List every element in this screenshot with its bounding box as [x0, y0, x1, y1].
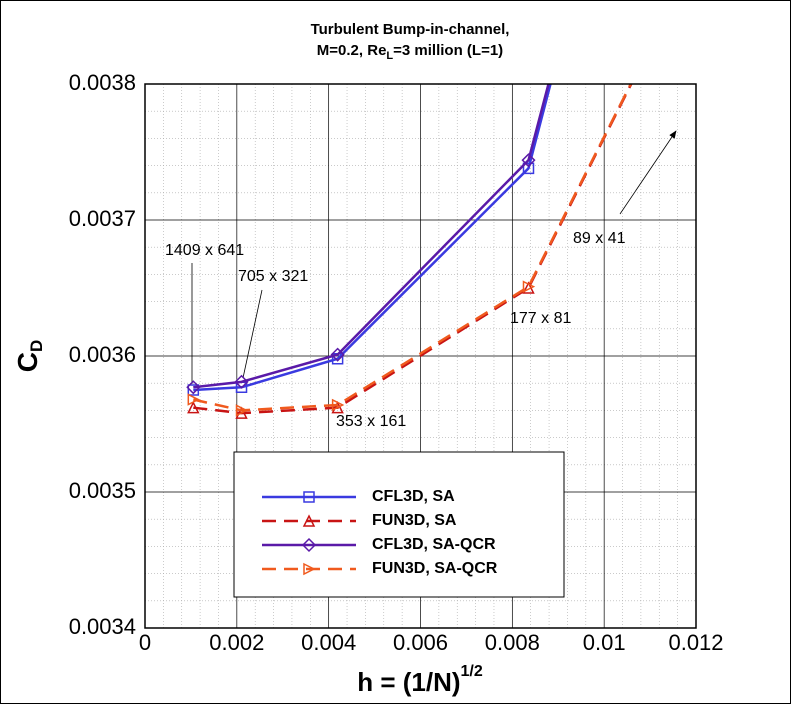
- y-tick-label: 0.0038: [69, 70, 136, 95]
- x-tick-label: 0.008: [485, 630, 540, 655]
- title-part: M=0.2, Re: [317, 42, 387, 59]
- marker: [235, 404, 249, 417]
- marker: [187, 393, 200, 406]
- marker: [302, 514, 316, 527]
- annotation: 89 x 41: [573, 230, 626, 247]
- marker: [303, 491, 315, 503]
- y-tick-label: 0.0037: [69, 206, 136, 231]
- plot-border: [144, 83, 697, 629]
- marker: [331, 398, 345, 412]
- annotation: 1409 x 641: [165, 242, 244, 259]
- title-part: =3 million (L=1): [393, 42, 503, 59]
- title-sub: L: [386, 50, 393, 62]
- y-tick-label: 0.0036: [69, 342, 136, 367]
- marker: [187, 401, 200, 414]
- series-line: [193, 84, 552, 392]
- x-tick-label: 0.004: [301, 630, 356, 655]
- marker: [331, 401, 344, 414]
- legend-label: CFL3D, SA: [372, 488, 455, 505]
- arrow: [619, 130, 677, 215]
- x-tick-label: 0.002: [209, 630, 264, 655]
- annotations: 1409 x 641 705 x 321 353 x 161 177 x 81 89 x…: [165, 130, 677, 430]
- x-tick-label: 0.012: [668, 630, 723, 655]
- marker: [301, 537, 317, 553]
- annotation: 705 x 321: [238, 268, 308, 285]
- legend: CFL3D, SA FUN3D, SA CFL3D, SA-QCR FUN3D, SA…: [233, 451, 565, 598]
- legend-label: CFL3D, SA-QCR: [372, 536, 496, 553]
- y-axis-label: CD: [12, 340, 46, 373]
- marker: [330, 347, 345, 362]
- marker: [235, 406, 248, 419]
- marker: [187, 384, 200, 396]
- plot: [186, 84, 633, 419]
- x-tick-label: 0: [139, 630, 151, 655]
- legend-box: [233, 451, 565, 598]
- chart-title: Turbulent Bump-in-channel,: [311, 21, 510, 38]
- chart-title: M=0.2, ReL=3 million (L=1): [317, 42, 503, 62]
- x-tick-label: 0.006: [393, 630, 448, 655]
- legend-label: FUN3D, SA: [372, 512, 457, 529]
- y-tick-label: 0.0035: [69, 478, 136, 503]
- x-label-sup: 1/2: [461, 663, 483, 680]
- y-label-main: C: [12, 352, 43, 372]
- marker: [303, 562, 316, 576]
- y-label-sub: D: [27, 340, 46, 352]
- annotation: 177 x 81: [510, 310, 571, 327]
- annotation: 353 x 161: [336, 413, 406, 430]
- marker: [521, 153, 536, 168]
- x-tick-label: 0.01: [583, 630, 626, 655]
- x-axis-label: h = (1/N)1/2: [357, 663, 483, 697]
- series-line: [193, 84, 550, 389]
- marker: [234, 374, 249, 389]
- x-label-main: h = (1/N): [357, 667, 460, 697]
- series-line: [193, 84, 633, 412]
- marker: [522, 280, 536, 293]
- marker: [522, 162, 535, 175]
- y-tick-label: 0.0034: [69, 614, 136, 639]
- leader: [242, 289, 263, 379]
- legend-label: FUN3D, SA-QCR: [372, 560, 498, 577]
- marker: [186, 380, 201, 395]
